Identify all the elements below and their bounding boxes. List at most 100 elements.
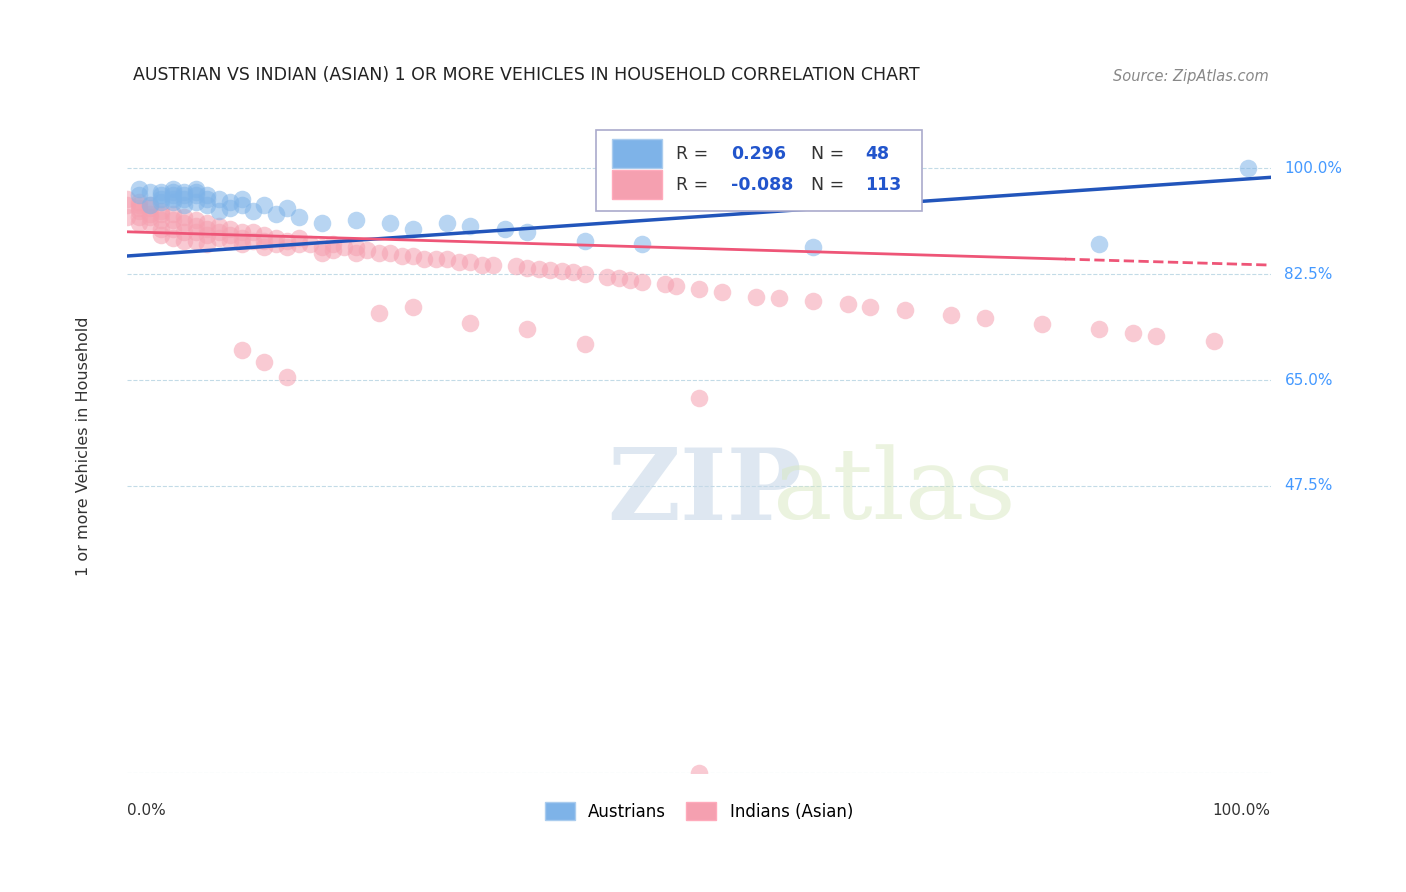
Point (219, 234, 242, 248)
Point (276, 234, 298, 248)
Text: 82.5%: 82.5% (1285, 267, 1333, 282)
Point (894, 303, 917, 318)
Point (402, 249, 425, 263)
Point (195, 216, 218, 230)
Point (333, 240, 356, 254)
Text: 1 or more Vehicles in Household: 1 or more Vehicles in Household (76, 317, 91, 576)
Point (162, 221, 184, 235)
Point (344, 246, 367, 260)
Text: N =: N = (811, 145, 844, 163)
Point (516, 321, 538, 335)
Point (195, 192, 218, 206)
Point (380, 246, 402, 260)
Point (287, 231, 309, 245)
Point (184, 234, 207, 248)
Point (1122, 326, 1144, 340)
Point (276, 370, 298, 384)
Point (184, 194, 207, 209)
Point (264, 231, 287, 245)
Point (242, 225, 264, 239)
Point (128, 197, 150, 211)
Point (287, 236, 309, 251)
Point (801, 240, 824, 254)
Point (242, 203, 264, 218)
Point (665, 279, 688, 293)
Point (402, 301, 425, 315)
Point (150, 227, 173, 242)
Point (231, 225, 253, 239)
Text: atlas: atlas (773, 444, 1017, 541)
Point (311, 246, 333, 260)
Point (128, 210, 150, 224)
Point (574, 336, 596, 351)
Point (208, 231, 231, 245)
Point (447, 255, 470, 269)
Point (538, 263, 561, 277)
Point (231, 231, 253, 245)
Text: N =: N = (811, 177, 844, 194)
Point (195, 221, 218, 235)
FancyBboxPatch shape (612, 170, 662, 199)
Point (195, 197, 218, 211)
Point (162, 231, 184, 245)
Point (425, 252, 447, 266)
Point (139, 216, 162, 230)
Point (630, 275, 652, 289)
Point (607, 271, 630, 285)
Point (505, 260, 527, 274)
Point (264, 207, 287, 221)
Point (162, 194, 184, 209)
Point (344, 240, 367, 254)
Text: 65.0%: 65.0% (1285, 373, 1333, 387)
Point (859, 301, 882, 315)
Point (231, 197, 253, 211)
Point (973, 311, 995, 326)
Point (253, 355, 276, 369)
Point (184, 225, 207, 239)
Point (184, 219, 207, 233)
Point (219, 201, 242, 215)
Text: ZIP: ZIP (607, 444, 803, 541)
Point (253, 197, 276, 211)
Point (139, 201, 162, 215)
Point (150, 188, 173, 202)
Point (688, 391, 710, 405)
Point (527, 262, 550, 277)
Point (1144, 329, 1167, 343)
Point (173, 197, 195, 211)
Text: 100.0%: 100.0% (1213, 803, 1271, 818)
Point (184, 186, 207, 200)
Point (344, 212, 367, 227)
Point (242, 234, 264, 248)
Point (264, 236, 287, 251)
Legend: Austrians, Indians (Asian): Austrians, Indians (Asian) (546, 803, 853, 821)
Point (551, 264, 574, 278)
Point (231, 343, 253, 357)
Point (1202, 334, 1225, 348)
Point (139, 197, 162, 211)
Point (184, 188, 207, 202)
Point (150, 194, 173, 209)
Point (150, 207, 173, 221)
Point (208, 203, 231, 218)
Point (253, 240, 276, 254)
Point (311, 216, 333, 230)
Text: 0.0%: 0.0% (127, 803, 166, 818)
Point (367, 246, 389, 260)
Point (516, 225, 538, 239)
Point (516, 261, 538, 276)
Point (402, 221, 425, 235)
Point (688, 282, 710, 296)
Point (150, 212, 173, 227)
Point (208, 192, 231, 206)
Point (1088, 236, 1111, 251)
Point (162, 182, 184, 196)
Point (768, 291, 790, 305)
Point (173, 234, 195, 248)
Point (436, 216, 458, 230)
Text: R =: R = (676, 177, 709, 194)
Text: R =: R = (676, 145, 709, 163)
Point (276, 201, 298, 215)
Point (231, 192, 253, 206)
Text: 48: 48 (865, 145, 889, 163)
